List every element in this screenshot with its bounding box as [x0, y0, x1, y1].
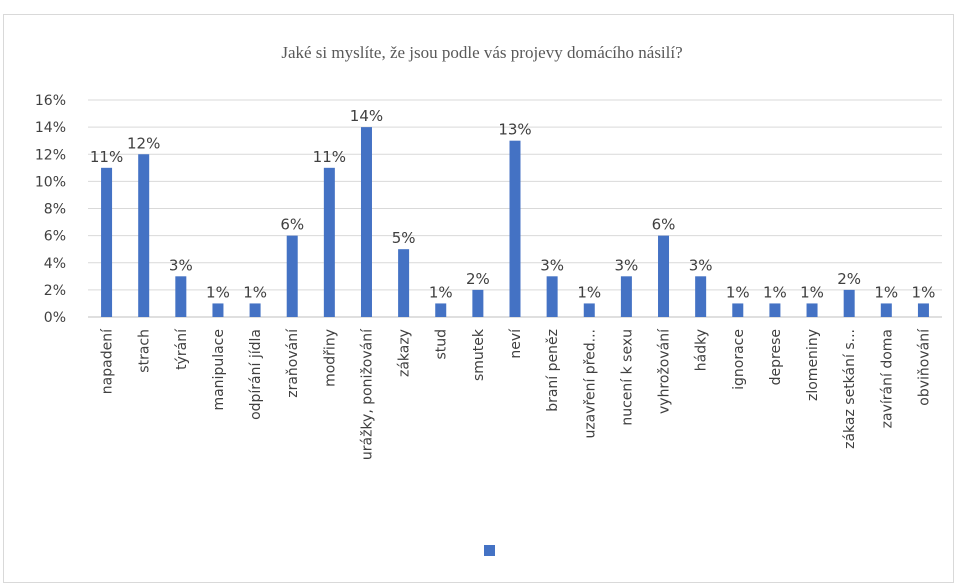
data-label: 11% — [313, 148, 346, 166]
x-tick-label: neví — [508, 328, 524, 359]
x-tick-label: zraňování — [285, 328, 301, 398]
bar — [546, 276, 558, 317]
bar — [620, 276, 632, 317]
data-label: 11% — [90, 148, 123, 166]
y-tick-label: 10% — [35, 174, 66, 190]
x-tick-label: ignorace — [731, 329, 747, 390]
bar — [917, 303, 929, 317]
x-tick-label: modřiny — [322, 329, 338, 387]
data-label: 1% — [577, 283, 601, 301]
data-label: 1% — [912, 283, 936, 301]
x-tick-label: braní peněz — [545, 329, 561, 412]
x-tick-label: zákaz setkání s... — [842, 329, 858, 449]
bar — [880, 303, 892, 317]
bar — [583, 303, 595, 317]
bar — [286, 235, 298, 317]
x-tick-label: napadení — [100, 328, 116, 394]
y-tick-label: 6% — [44, 229, 66, 245]
bar — [360, 127, 372, 317]
data-label: 2% — [466, 270, 490, 288]
x-tick-label: urážky, ponižování — [359, 328, 375, 460]
bar — [472, 289, 484, 317]
y-tick-label: 16% — [35, 93, 66, 109]
x-tick-label: uzavření před... — [582, 329, 598, 439]
x-tick-label: stud — [434, 329, 450, 360]
data-label: 3% — [540, 256, 564, 274]
x-tick-label: zavírání doma — [879, 329, 895, 428]
y-tick-label: 2% — [44, 283, 66, 299]
legend-marker — [484, 545, 495, 556]
data-label: 1% — [726, 283, 750, 301]
y-tick-label: 8% — [44, 202, 66, 218]
bar — [138, 154, 150, 317]
y-tick-label: 4% — [44, 256, 66, 272]
bar — [398, 249, 410, 317]
data-label: 1% — [206, 283, 230, 301]
bar — [695, 276, 707, 317]
data-label: 1% — [243, 283, 267, 301]
x-tick-label: smutek — [471, 328, 487, 381]
x-tick-label: odpírání jídla — [248, 329, 264, 420]
data-label: 14% — [350, 107, 383, 125]
x-tick-label: týrání — [174, 328, 190, 370]
data-label: 3% — [614, 256, 638, 274]
bar — [175, 276, 187, 317]
bars — [101, 127, 929, 317]
x-axis-labels: napadení strach týrání manipulace odpírání j… — [100, 328, 933, 460]
x-tick-label: zákazy — [397, 329, 413, 377]
y-tick-label: 14% — [35, 120, 66, 136]
bar — [101, 167, 113, 317]
data-label: 3% — [169, 256, 193, 274]
data-label: 1% — [763, 283, 787, 301]
y-axis-ticks: 0% 2% 4% 6% 8% 10% 12% 14% 16% — [35, 93, 66, 326]
x-tick-label: obviňování — [916, 328, 932, 406]
x-tick-label: manipulace — [211, 329, 227, 411]
bar — [769, 303, 781, 317]
x-tick-label: hádky — [694, 329, 710, 371]
data-label: 12% — [127, 134, 160, 152]
data-label: 6% — [652, 216, 676, 234]
bar — [509, 140, 521, 317]
y-tick-label: 12% — [35, 147, 66, 163]
data-labels: 11%12%3%1% 1%6%11%14%5%1%2%13%3%1%3%6%3%1… — [90, 107, 935, 301]
bar — [658, 235, 670, 317]
bar — [843, 289, 855, 317]
bar — [323, 167, 335, 317]
bar — [435, 303, 447, 317]
data-label: 5% — [392, 229, 416, 247]
x-tick-label: strach — [137, 329, 153, 373]
x-tick-label: zlomeniny — [805, 329, 821, 401]
bar — [732, 303, 744, 317]
data-label: 1% — [874, 283, 898, 301]
bar — [249, 303, 261, 317]
chart-title: Jaké si myslíte, že jsou podle vás proje… — [281, 43, 682, 62]
x-tick-label: deprese — [768, 329, 784, 385]
bar — [212, 303, 224, 317]
data-label: 1% — [429, 283, 453, 301]
data-label: 1% — [800, 283, 824, 301]
data-label: 2% — [837, 270, 861, 288]
x-tick-label: vyhrožování — [657, 328, 673, 414]
data-label: 3% — [689, 256, 713, 274]
bar — [806, 303, 818, 317]
data-label: 13% — [498, 121, 531, 139]
y-tick-label: 0% — [44, 310, 66, 326]
x-tick-label: nucení k sexu — [619, 329, 635, 426]
data-label: 6% — [280, 216, 304, 234]
